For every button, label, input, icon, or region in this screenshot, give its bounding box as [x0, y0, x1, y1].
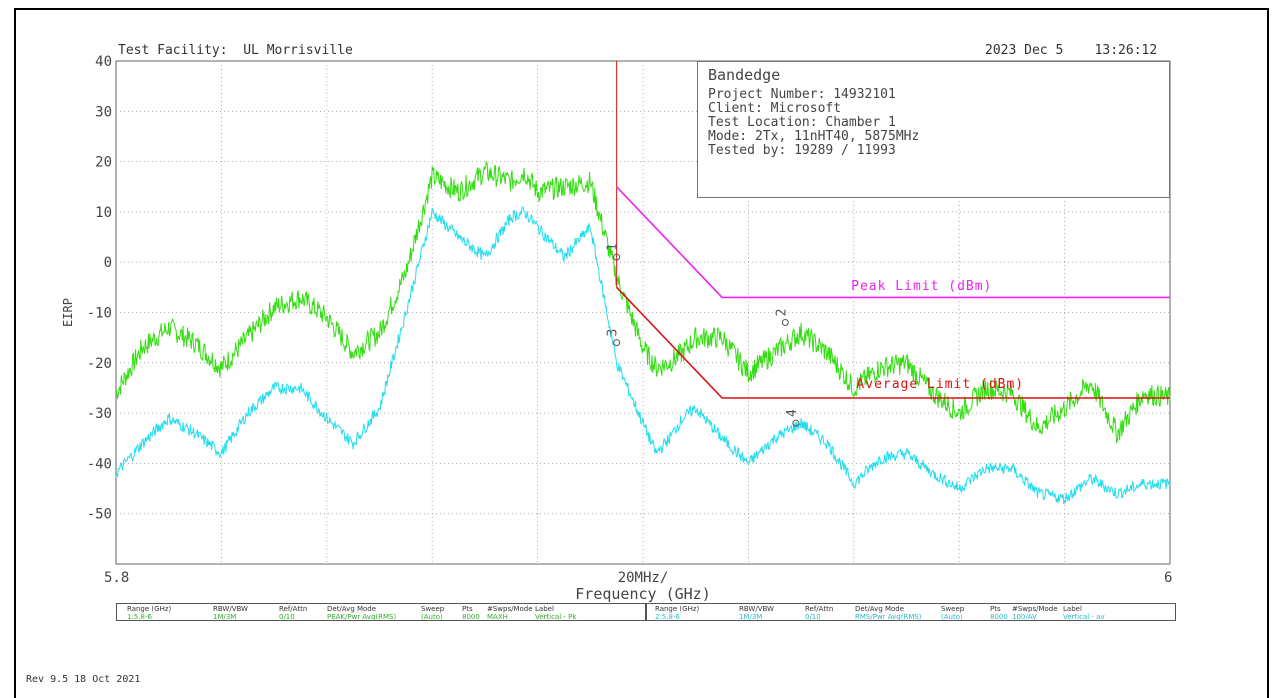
traces — [115, 160, 1171, 505]
table-cell: 1:5.8-6 — [127, 613, 152, 621]
peak-limit-line — [616, 186, 1170, 299]
table-cell: PEAK/Pwr Avg(RMS) — [327, 613, 397, 621]
x-tick-label: 5.8 — [104, 570, 129, 586]
limit-lines: Peak Limit (dBm) Average Limit (dBm) — [616, 61, 1170, 399]
table-cell: RMS/Pwr Avg(RMS) — [855, 613, 922, 621]
revision-label: Rev 9.5 18 Oct 2021 — [26, 674, 141, 685]
peak-trace-line — [115, 160, 1171, 445]
info-line: Project Number: 14932101 — [708, 87, 896, 102]
table-header: Label — [535, 605, 554, 613]
table-header: Sweep — [941, 605, 965, 613]
plot-grid — [115, 60, 1171, 565]
table-cell: 0/10 — [279, 613, 295, 621]
limit-annotation: Peak Limit (dBm) — [851, 279, 992, 294]
table-header: Sweep — [421, 605, 445, 613]
table-cell: 1M/3M — [213, 613, 237, 621]
table-cell: 8000 — [990, 613, 1008, 621]
x-division-label: 20MHz/ — [618, 570, 669, 586]
y-tick-label: 40 — [95, 54, 112, 70]
table-header: #Swps/Mode — [487, 605, 533, 613]
info-heading: Bandedge — [708, 66, 781, 84]
table-cell: Vertical - av — [1063, 613, 1105, 621]
table-header: Pts — [990, 605, 1001, 613]
x-tick-label: 6 — [1164, 570, 1172, 586]
marker-4: 4 — [785, 409, 800, 417]
table-header: Pts — [462, 605, 473, 613]
info-line: Test Location: Chamber 1 — [708, 115, 896, 130]
table-cell: Vertical - Pk — [535, 613, 577, 621]
table-header: Range (GHz) — [655, 605, 700, 613]
table-cell: (Auto) — [421, 613, 443, 621]
table-cell: 1M/3M — [739, 613, 763, 621]
info-line: Mode: 2Tx, 11nHT40, 5875MHz — [708, 129, 920, 144]
marker-2: 2 — [774, 309, 789, 317]
y-tick-label: -40 — [87, 456, 112, 472]
marker-point — [613, 339, 621, 347]
table-header: Ref/Attn — [279, 605, 308, 613]
y-tick-label: -20 — [87, 356, 112, 372]
marker-point — [781, 319, 789, 326]
table-cell: MAXH — [487, 613, 508, 621]
y-tick-label: 10 — [95, 205, 112, 221]
table-header: RBW/VBW — [739, 605, 774, 613]
settings-table-peak: Range (GHz) RBW/VBW Ref/Attn Det/Avg Mod… — [116, 603, 646, 621]
marker-3: 3 — [606, 329, 621, 337]
test-datetime: 2023 Dec 5 13:26:12 — [985, 43, 1158, 58]
table-header: Range (GHz) — [127, 605, 172, 613]
table-header: RBW/VBW — [213, 605, 248, 613]
table-header: Label — [1063, 605, 1082, 613]
report-frame — [14, 8, 1269, 698]
limit-annotation: Average Limit (dBm) — [856, 377, 1024, 392]
marker-1: 1 — [606, 243, 621, 251]
y-tick-label: 30 — [95, 104, 112, 120]
table-cell: (Auto) — [941, 613, 963, 621]
marker-point — [792, 419, 800, 427]
y-tick-label: 20 — [95, 155, 112, 171]
axis-labels: 40 30 20 10 0 -10 -20 -30 -40 -50 5.8 6 20MHz/Freque… — [61, 54, 1172, 603]
table-header: Det/Avg Mode — [855, 605, 905, 613]
table-header: Det/Avg Mode — [327, 605, 377, 613]
table-header: #Swps/Mode — [1012, 605, 1058, 613]
y-tick-label: 0 — [104, 255, 112, 271]
table-cell: 100/AV — [1012, 613, 1037, 621]
info-line: Client: Microsoft — [708, 101, 842, 116]
average-limit-line — [616, 286, 1170, 399]
average-trace-line — [115, 206, 1171, 505]
x-axis-title: Frequency (GHz) — [575, 585, 710, 603]
info-line: Tested by: 19289 / 11993 — [708, 143, 896, 158]
y-tick-label: -10 — [87, 306, 112, 322]
y-tick-label: -30 — [87, 406, 112, 422]
settings-table-average: Range (GHz) RBW/VBW Ref/Attn Det/Avg Mod… — [646, 603, 1176, 621]
y-tick-label: -50 — [87, 507, 112, 523]
table-cell: 8000 — [462, 613, 480, 621]
table-header: Ref/Attn — [805, 605, 834, 613]
test-facility: Test Facility: UL Morrisville — [118, 43, 353, 58]
markers: 1 2 3 4 — [606, 243, 800, 427]
y-axis-title: EIRP — [61, 298, 75, 327]
table-cell: 2:5.8-6 — [655, 613, 680, 621]
marker-point — [613, 253, 621, 261]
table-cell: 0/10 — [805, 613, 821, 621]
info-box: Bandedge Project Number: 14932101 Client… — [697, 61, 1170, 198]
